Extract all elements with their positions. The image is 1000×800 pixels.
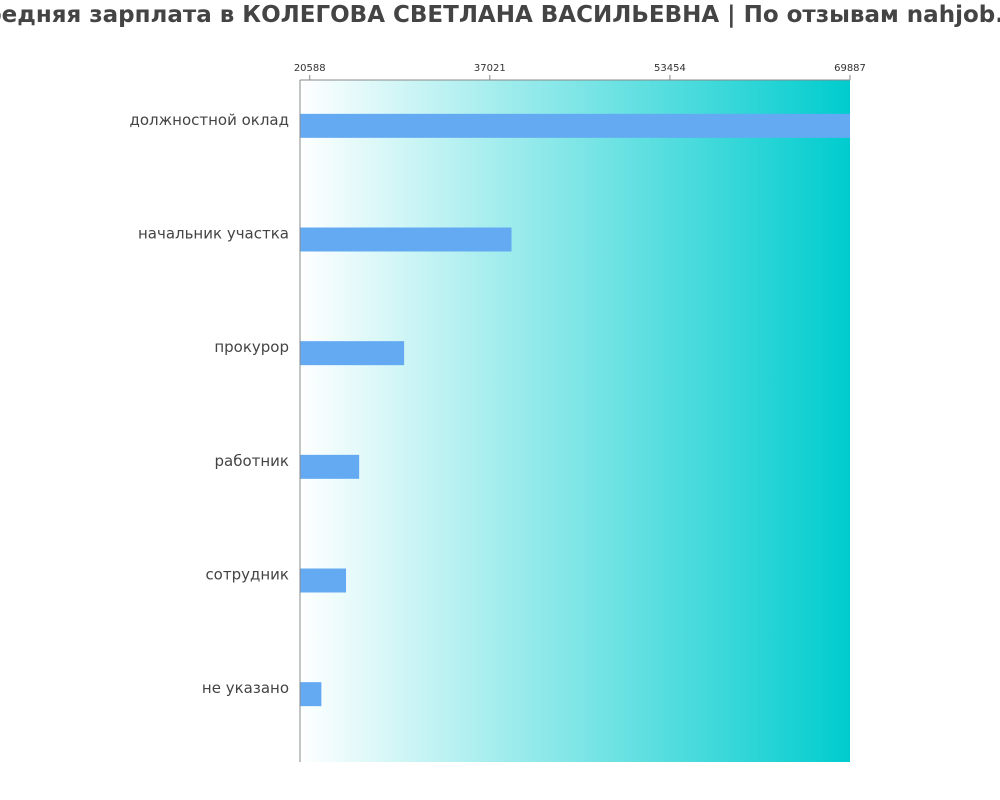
category-label: сотрудник (205, 566, 289, 584)
bar (300, 682, 322, 707)
category-label: прокурор (214, 338, 289, 356)
bar (300, 341, 405, 366)
x-tick-label: 20588 (294, 63, 326, 74)
category-label: не указано (202, 679, 289, 697)
category-label: работник (215, 452, 290, 470)
x-tick-label: 69887 (834, 63, 866, 74)
x-tick-label: 37021 (474, 63, 506, 74)
x-tick-label: 53454 (654, 63, 686, 74)
bar (300, 113, 850, 138)
category-label: начальник участка (138, 225, 289, 243)
plot-background (300, 80, 850, 762)
chart-title: Средняя зарплата в КОЛЕГОВА СВЕТЛАНА ВАС… (0, 2, 1000, 28)
bar (300, 227, 512, 252)
bar (300, 454, 360, 479)
bar (300, 568, 347, 593)
category-label: должностной оклад (129, 111, 289, 129)
